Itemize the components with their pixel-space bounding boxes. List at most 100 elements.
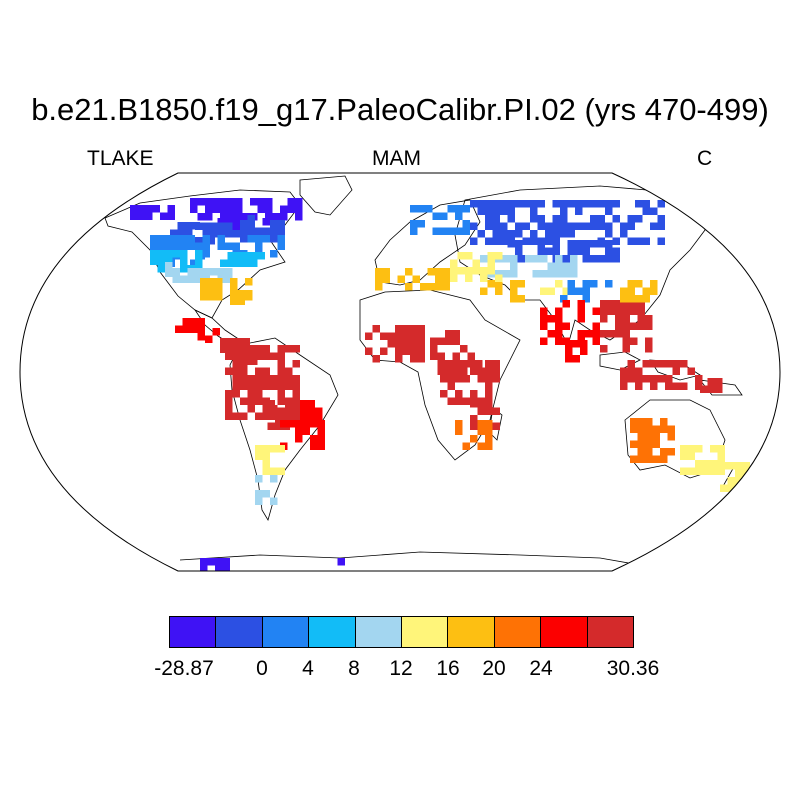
grid-cell (572, 340, 580, 348)
grid-cell (532, 270, 540, 278)
grid-cell (510, 270, 518, 278)
grid-cell (582, 222, 590, 230)
region-black-sea-caspian (450, 252, 570, 295)
grid-cell (187, 235, 195, 243)
grid-cell (627, 295, 635, 303)
grid-cell (287, 198, 295, 206)
grid-cell (257, 252, 265, 260)
grid-cell (277, 227, 285, 235)
colorbar-tick-label: 20 (482, 657, 506, 680)
grid-cell (627, 237, 635, 245)
grid-cell (622, 337, 630, 345)
grid-cell (485, 427, 493, 435)
grid-cell (552, 240, 560, 248)
grid-cell (277, 220, 285, 228)
grid-cell (650, 207, 658, 215)
grid-cell (637, 425, 645, 433)
grid-cell (200, 278, 208, 286)
grid-cell (247, 220, 255, 228)
grid-cell (552, 200, 560, 208)
grid-cell (660, 448, 668, 456)
grid-cell (205, 205, 213, 213)
grid-cell (200, 565, 208, 571)
grid-cell (515, 200, 523, 208)
grid-cell (477, 375, 485, 383)
grid-cell (680, 382, 688, 390)
region-scandinavia (410, 205, 470, 235)
grid-cell (710, 460, 718, 468)
region-east-africa (440, 360, 500, 430)
grid-cell (190, 325, 198, 333)
grid-cell (627, 375, 635, 383)
grid-cell (540, 287, 548, 295)
grid-cell (530, 207, 538, 215)
grid-cell (195, 257, 203, 265)
grid-cell (207, 293, 215, 301)
grid-cell (487, 280, 495, 288)
grid-cell (537, 247, 545, 255)
grid-cell (555, 330, 563, 338)
grid-cell (157, 242, 165, 250)
grid-cell (687, 452, 695, 460)
colorbar-tick-label: 12 (389, 657, 413, 680)
grid-cell (185, 222, 193, 230)
grid-cell (255, 235, 263, 243)
grid-cell (485, 390, 493, 398)
grid-cell (570, 270, 578, 278)
grid-cell (290, 407, 298, 415)
grid-cell (485, 400, 493, 408)
grid-cell (560, 207, 568, 215)
grid-cell (410, 347, 418, 355)
grid-cell (167, 212, 175, 220)
grid-cell (417, 325, 425, 333)
grid-cell (545, 237, 553, 245)
colorbar-swatch (587, 617, 634, 647)
grid-cell (417, 332, 425, 340)
grid-cell (567, 240, 575, 248)
grid-cell (205, 213, 213, 221)
grid-cell (562, 300, 570, 308)
colorbar-swatch (402, 617, 449, 647)
grid-cell (202, 222, 210, 230)
grid-cell (487, 267, 495, 275)
grid-cell (510, 280, 518, 288)
grid-cell (410, 340, 418, 348)
grid-cell (270, 352, 278, 360)
grid-cell (560, 215, 568, 223)
grid-cell (462, 360, 470, 368)
grid-cell (397, 275, 405, 283)
grid-cell (635, 375, 643, 383)
grid-cell (145, 212, 153, 220)
grid-cell (652, 440, 660, 448)
grid-cell (582, 240, 590, 248)
grid-cell (180, 275, 188, 283)
grid-cell (275, 407, 283, 415)
grid-cell (180, 265, 188, 273)
grid-cell (570, 262, 578, 270)
grid-cell (672, 382, 680, 390)
grid-cell (262, 235, 270, 243)
grid-cell (612, 215, 620, 223)
grid-cell (402, 340, 410, 348)
grid-cell (605, 280, 613, 288)
grid-cell (220, 213, 228, 221)
grid-cell (695, 445, 703, 453)
grid-cell (442, 268, 450, 276)
grid-cell (680, 452, 688, 460)
grid-cell (225, 230, 233, 238)
grid-cell (627, 280, 635, 288)
grid-cell (480, 274, 488, 282)
grid-cell (195, 268, 203, 276)
grid-cell (160, 212, 168, 220)
grid-cell (240, 375, 248, 383)
grid-cell (230, 290, 238, 298)
grid-cell (180, 257, 188, 265)
grid-cell (447, 205, 455, 213)
grid-cell (212, 198, 220, 206)
grid-cell (645, 418, 653, 426)
grid-cell (455, 205, 463, 213)
grid-cell (652, 433, 660, 441)
grid-cell (470, 415, 478, 423)
grid-cell (545, 222, 553, 230)
grid-cell (645, 433, 653, 441)
